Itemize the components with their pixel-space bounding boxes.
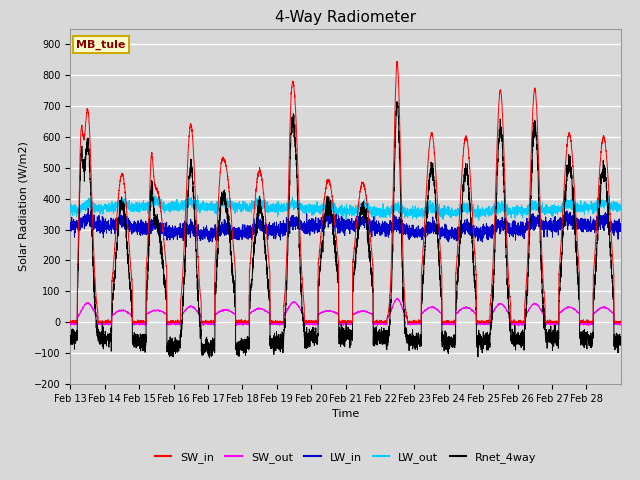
- LW_in: [617, 222, 625, 228]
- Rnet_4way: [393, 99, 401, 105]
- Rnet_4way: [617, 334, 625, 339]
- LW_out: [617, 206, 625, 212]
- Rnet_4way: [497, 125, 504, 131]
- Line: LW_in: LW_in: [70, 208, 621, 242]
- LW_in: [366, 226, 374, 232]
- LW_in: [67, 223, 74, 229]
- Rnet_4way: [180, 274, 188, 279]
- Text: MB_tule: MB_tule: [76, 39, 125, 50]
- LW_out: [67, 202, 74, 207]
- SW_in: [617, 319, 625, 325]
- Y-axis label: Solar Radiation (W/m2): Solar Radiation (W/m2): [19, 142, 29, 271]
- LW_in: [84, 205, 92, 211]
- SW_out: [396, 299, 403, 304]
- Rnet_4way: [366, 249, 374, 254]
- Line: LW_out: LW_out: [70, 195, 621, 220]
- SW_out: [497, 300, 504, 306]
- Rnet_4way: [205, 355, 213, 361]
- SW_out: [393, 295, 401, 301]
- Line: SW_out: SW_out: [70, 298, 621, 326]
- LW_out: [538, 210, 546, 216]
- SW_in: [67, 318, 74, 324]
- LW_out: [524, 205, 532, 211]
- SW_out: [515, 323, 522, 329]
- LW_out: [396, 210, 403, 216]
- SW_in: [497, 88, 504, 94]
- SW_in: [393, 59, 401, 64]
- Rnet_4way: [538, 276, 546, 282]
- LW_in: [524, 225, 532, 230]
- Rnet_4way: [396, 158, 403, 164]
- SW_out: [366, 311, 374, 316]
- SW_out: [538, 309, 546, 314]
- LW_out: [366, 211, 374, 216]
- Rnet_4way: [67, 339, 74, 345]
- SW_out: [617, 321, 625, 327]
- LW_in: [180, 218, 188, 224]
- LW_in: [396, 225, 403, 230]
- SW_out: [524, 308, 532, 314]
- Title: 4-Way Radiometer: 4-Way Radiometer: [275, 10, 416, 25]
- SW_in: [180, 231, 188, 237]
- Legend: SW_in, SW_out, LW_in, LW_out, Rnet_4way: SW_in, SW_out, LW_in, LW_out, Rnet_4way: [150, 447, 541, 467]
- Line: SW_in: SW_in: [70, 61, 621, 322]
- SW_in: [366, 230, 374, 236]
- LW_in: [497, 223, 504, 229]
- X-axis label: Time: Time: [332, 409, 359, 419]
- LW_out: [475, 217, 483, 223]
- SW_in: [538, 253, 546, 259]
- LW_out: [497, 204, 504, 210]
- Line: Rnet_4way: Rnet_4way: [70, 102, 621, 358]
- LW_in: [538, 222, 546, 228]
- Rnet_4way: [524, 283, 532, 289]
- LW_in: [205, 239, 213, 245]
- SW_out: [67, 320, 74, 325]
- SW_in: [524, 253, 532, 259]
- SW_out: [180, 309, 188, 314]
- LW_out: [194, 192, 202, 198]
- SW_in: [396, 118, 403, 124]
- SW_in: [67, 319, 74, 325]
- LW_out: [180, 201, 188, 207]
